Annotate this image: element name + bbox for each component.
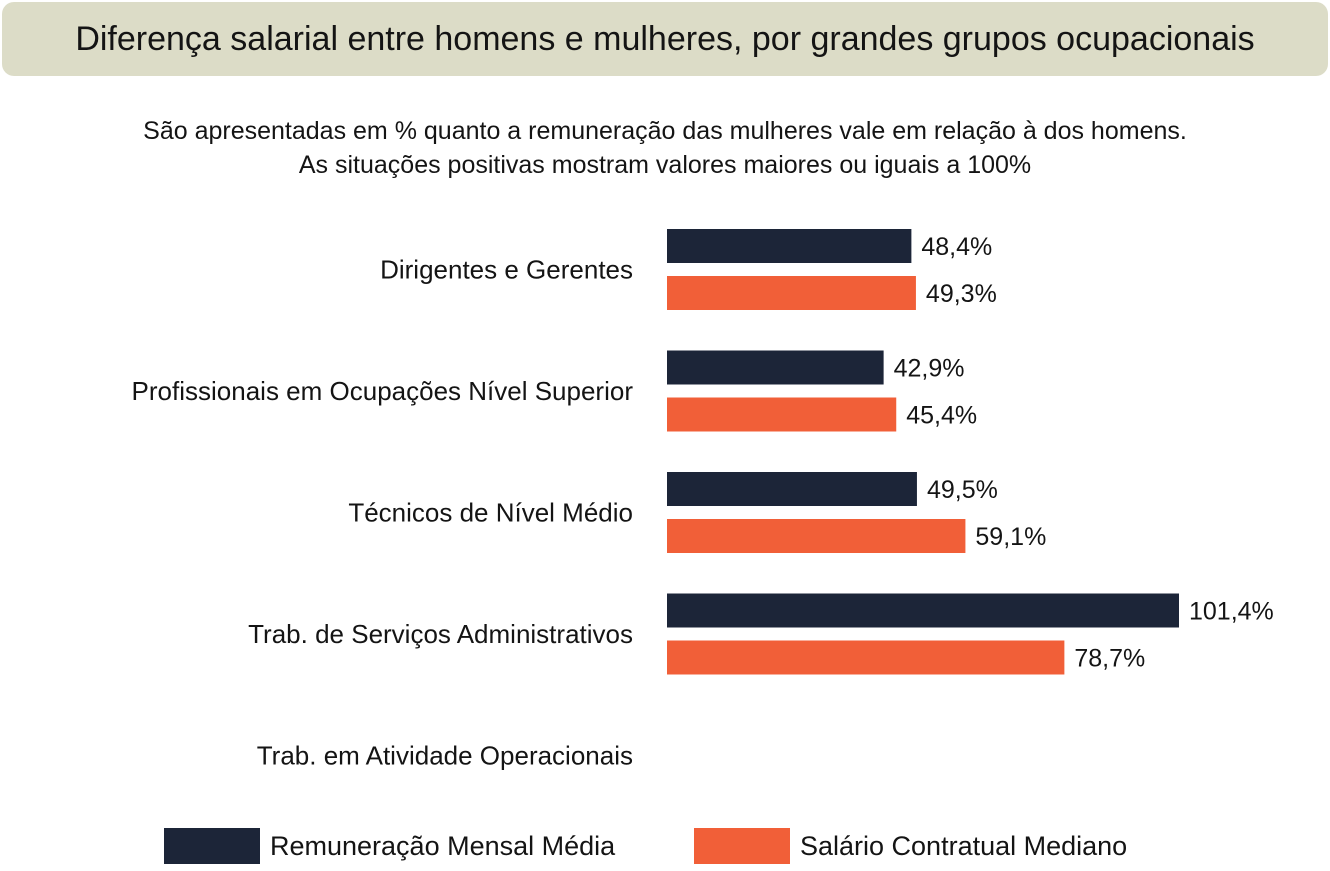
chart-subtitle: São apresentadas em % quanto a remuneraç… [0, 114, 1330, 182]
data-label: 59,1% [975, 523, 1046, 551]
legend-swatch-salario [694, 828, 790, 864]
data-label: 42,9% [894, 355, 965, 383]
bar-salario [667, 276, 916, 310]
bar-salario [667, 519, 966, 553]
legend-item-salario: Salário Contratual Mediano [694, 827, 1127, 865]
category-label: Técnicos de Nível Médio [348, 498, 633, 528]
legend-item-remuneracao: Remuneração Mensal Média [164, 827, 615, 865]
data-label: 101,4% [1189, 598, 1274, 626]
data-label: 45,4% [906, 402, 977, 430]
bar-remuneracao [667, 593, 1179, 628]
bar-salario [667, 640, 1065, 675]
subtitle-line-2: As situações positivas mostram valores m… [298, 151, 1032, 179]
category-label: Trab. em Atividade Operacionais [257, 741, 633, 771]
chart-title: Diferença salarial entre homens e mulher… [75, 19, 1255, 58]
category-label: Dirigentes e Gerentes [380, 255, 633, 285]
subtitle-line-1: São apresentadas em % quanto a remuneraç… [143, 117, 1187, 145]
category-label: Trab. de Serviços Administrativos [248, 619, 633, 649]
bar-chart: Dirigentes e Gerentes 48,4% 49,3% Profissio… [132, 229, 1274, 771]
bar-remuneracao [667, 229, 912, 263]
category-label: Profissionais em Ocupações Nível Superio… [132, 376, 634, 406]
bar-salario [667, 397, 897, 432]
data-label: 49,5% [927, 476, 998, 504]
legend-swatch-remuneracao [164, 828, 260, 864]
data-label: 48,4% [921, 233, 992, 261]
bar-remuneracao [667, 350, 884, 385]
data-label: 49,3% [926, 280, 997, 308]
legend-label-salario: Salário Contratual Mediano [800, 830, 1128, 861]
bar-remuneracao [667, 472, 917, 506]
title-bar: Diferença salarial entre homens e mulher… [2, 2, 1328, 76]
legend-label-remuneracao: Remuneração Mensal Média [270, 830, 616, 861]
data-label: 78,7% [1074, 645, 1145, 673]
